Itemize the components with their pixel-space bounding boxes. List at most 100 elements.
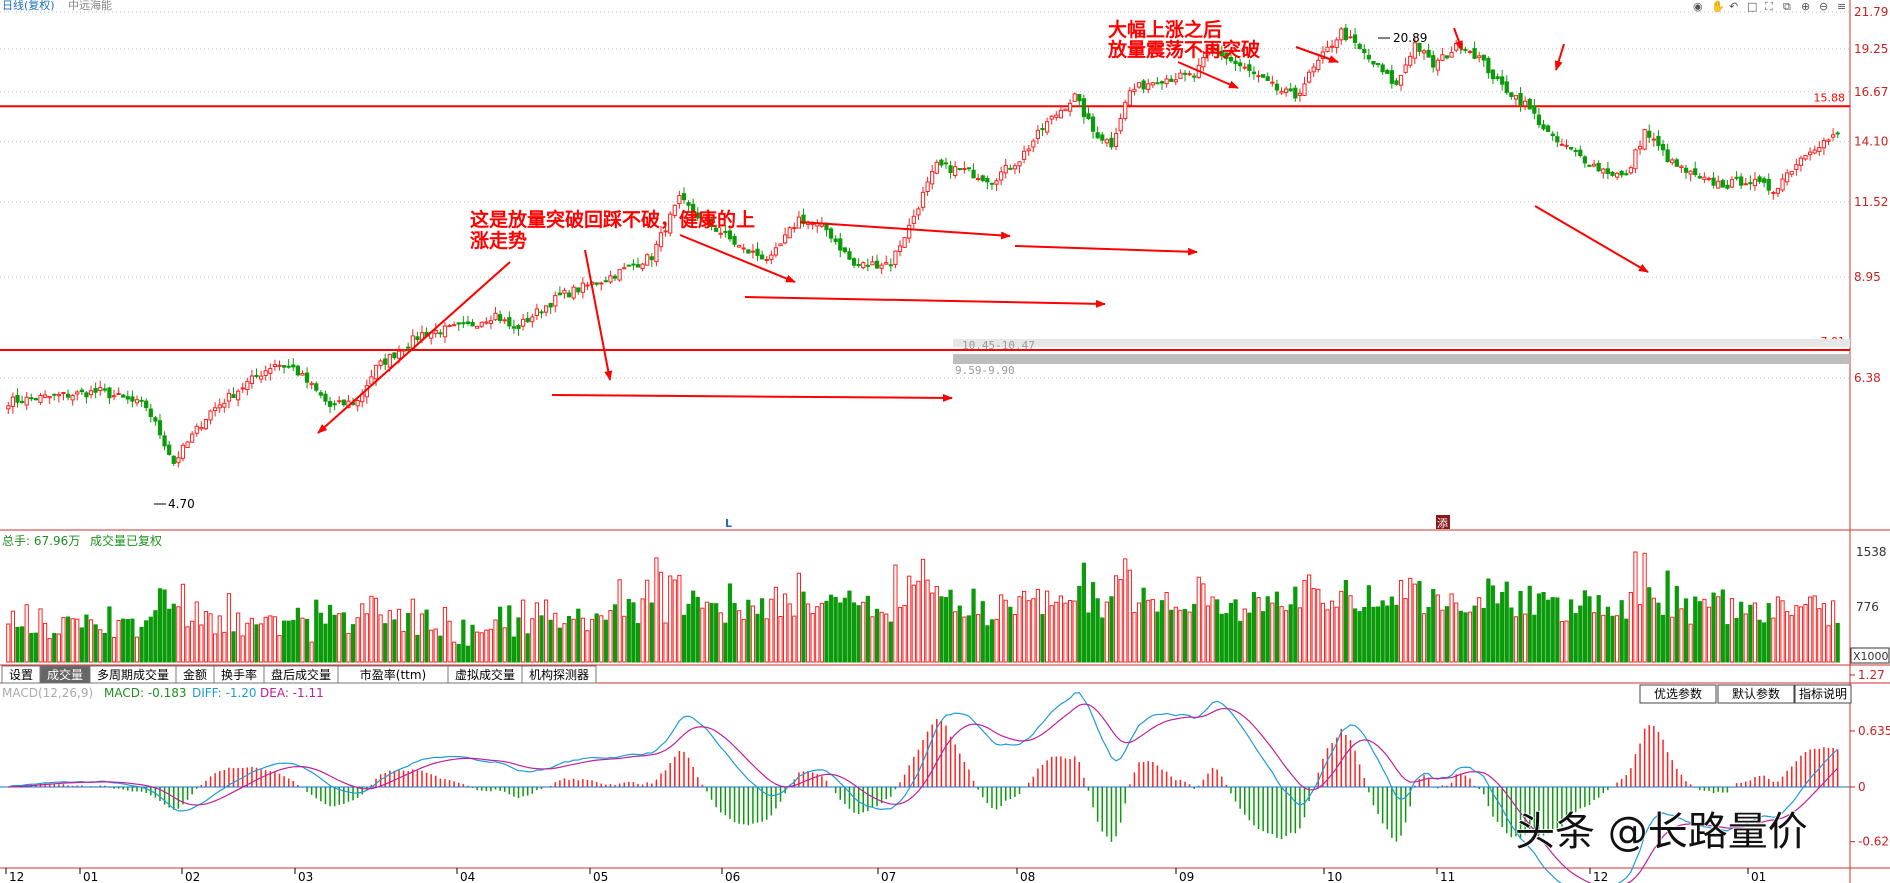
marker-box[interactable]: [1436, 515, 1450, 529]
tab-7[interactable]: 虚拟成交量: [447, 665, 523, 684]
candle: [1798, 157, 1804, 166]
fullscreen-icon[interactable]: ⛶: [1765, 0, 1773, 13]
hand-icon[interactable]: ✋: [1711, 0, 1725, 13]
volume-bar: [1375, 606, 1381, 663]
zoom-out-icon[interactable]: ⊖: [1819, 0, 1828, 13]
candle: [38, 395, 43, 403]
time-axis-label: 12: [1593, 870, 1608, 883]
volume-bar: [1481, 607, 1486, 663]
volume-bar: [1334, 606, 1339, 663]
candle: [102, 388, 107, 391]
tab-5[interactable]: 盘后成交量: [263, 665, 339, 684]
tab-4[interactable]: 换手率: [213, 665, 265, 684]
candle: [203, 419, 209, 430]
volume-bar: [479, 632, 484, 663]
volume-bar: [1219, 613, 1224, 663]
volume-bar: [539, 615, 544, 663]
volume-bar: [1614, 615, 1620, 663]
volume-bar: [893, 564, 898, 663]
tab-0[interactable]: 设置: [1, 665, 41, 684]
macd-button-2[interactable]: 指标说明: [1794, 684, 1852, 704]
candle: [562, 290, 567, 294]
tab-1[interactable]: 成交量: [39, 665, 91, 684]
volume-bar: [79, 627, 84, 663]
volume-bar: [1284, 610, 1289, 663]
volume-bar: [33, 632, 38, 663]
candle: [1564, 144, 1569, 147]
volume-bar: [452, 641, 457, 663]
volume-bar: [1274, 591, 1280, 663]
volume-bar: [695, 596, 700, 663]
volume-bar: [566, 615, 572, 663]
volume-bar: [1546, 599, 1551, 663]
volume-bar: [916, 580, 921, 663]
volume-bar: [1748, 604, 1753, 663]
macd-button-1[interactable]: 默认参数: [1717, 684, 1795, 704]
gap-label-lower: 9.59-9.90: [955, 364, 1015, 377]
volume-bar: [920, 558, 926, 663]
window-icon[interactable]: □: [1747, 0, 1757, 13]
volume-bar: [1426, 606, 1431, 663]
candle: [1054, 114, 1059, 118]
volume-bar: [1329, 600, 1335, 663]
zoom-in-icon[interactable]: ⊕: [1801, 0, 1810, 13]
candle: [452, 324, 457, 327]
volume-bar: [1729, 598, 1735, 663]
candle: [1247, 64, 1252, 71]
volume-bar: [1325, 609, 1330, 663]
menu-icon[interactable]: ≡: [1837, 0, 1846, 13]
volume-bar: [226, 593, 232, 663]
candle: [226, 392, 232, 402]
chart-title: 日线(复权): [2, 0, 55, 12]
support-line-2: [744, 296, 1106, 308]
volume-bar: [309, 641, 314, 663]
candle: [585, 284, 590, 287]
candle: [167, 444, 172, 455]
volume-bar: [700, 607, 705, 663]
macd-button-0[interactable]: 优选参数: [1639, 684, 1717, 704]
candle: [79, 389, 84, 393]
candle: [1536, 114, 1542, 126]
candle: [1316, 59, 1321, 71]
volume-bar: [75, 618, 80, 663]
chart-toolbar[interactable]: ◉ ✋ ↶ □ ⛶ ⧉ ⊕ ⊖ ≡: [1693, 0, 1846, 13]
volume-bar: [107, 606, 112, 663]
back-icon[interactable]: ↶: [1729, 0, 1738, 13]
candle: [571, 286, 576, 299]
time-axis-label: 08: [1020, 870, 1035, 883]
volume-bar: [116, 619, 121, 663]
volume-bar: [943, 597, 949, 663]
restore-icon[interactable]: ⧉: [1783, 0, 1791, 13]
volume-bar: [1798, 606, 1804, 663]
volume-bar: [1711, 592, 1716, 663]
candle: [1169, 78, 1174, 82]
candle: [1573, 149, 1578, 152]
candle: [1077, 94, 1082, 102]
candle: [1449, 51, 1454, 58]
tab-3[interactable]: 金额: [175, 665, 215, 684]
tab-2[interactable]: 多周期成交量: [89, 665, 177, 684]
candle: [792, 227, 797, 230]
candle: [1385, 69, 1390, 74]
tab-8[interactable]: 机构探测器: [521, 665, 597, 684]
volume-bar: [121, 618, 126, 663]
candle: [599, 282, 604, 285]
candle: [1803, 154, 1808, 160]
candle: [171, 455, 176, 464]
tab-6[interactable]: 市盈率(ttm): [337, 665, 449, 684]
candle: [286, 365, 291, 368]
candle: [125, 396, 130, 400]
eye-icon[interactable]: ◉: [1693, 0, 1703, 13]
volume-bar: [755, 613, 760, 663]
volume-bar: [594, 613, 599, 663]
candle: [1109, 137, 1114, 148]
volume-bar: [851, 602, 857, 663]
volume-bar: [1238, 620, 1243, 663]
tab-label: 设置: [9, 668, 33, 682]
volume-bar: [966, 615, 972, 663]
candle: [1219, 50, 1224, 57]
volume-bar: [475, 631, 480, 663]
volume-bar: [1697, 601, 1702, 663]
candle: [258, 375, 264, 380]
volume-bar: [47, 638, 52, 663]
